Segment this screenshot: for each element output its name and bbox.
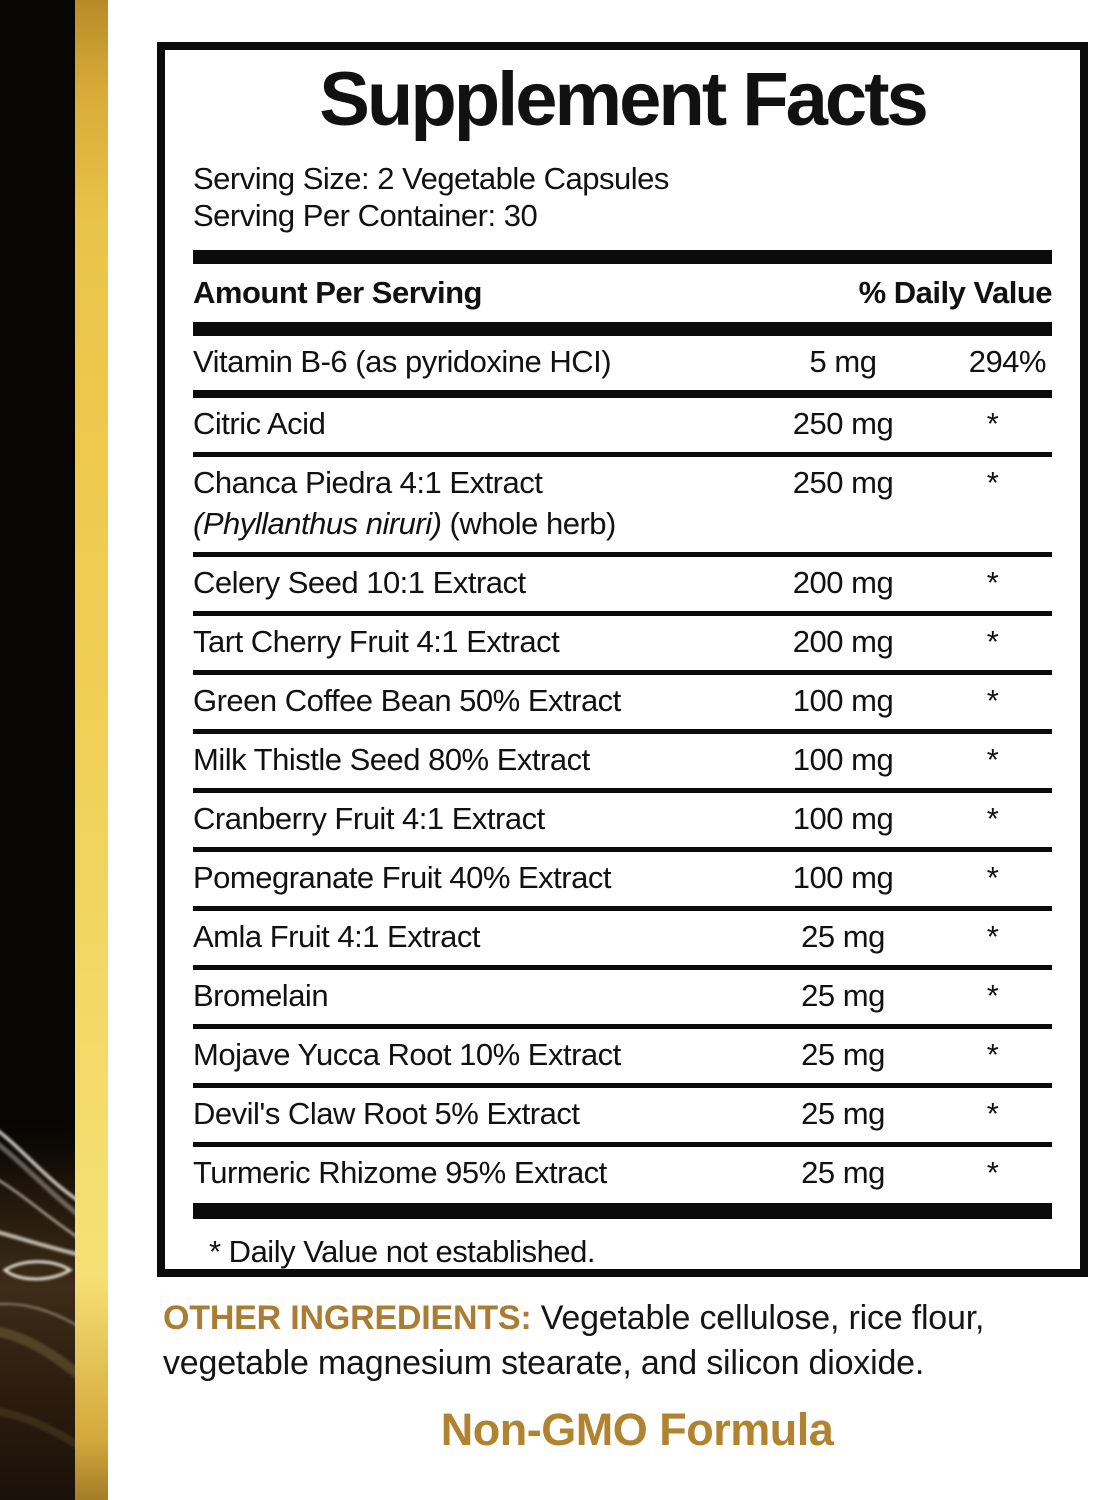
table-row: Green Coffee Bean 50% Extract 100 mg * bbox=[193, 675, 1052, 729]
gold-strip bbox=[75, 0, 108, 1500]
ingredient-name: Vitamin B-6 (as pyridoxine HCI) bbox=[193, 344, 612, 380]
ingredient-daily-value: * bbox=[986, 683, 999, 719]
row-separator bbox=[193, 729, 1052, 735]
panel-title: Supplement Facts bbox=[319, 57, 929, 142]
ingredient-amount: 200 mg bbox=[792, 565, 894, 601]
thick-rule-top bbox=[193, 250, 1052, 265]
table-row: Vitamin B-6 (as pyridoxine HCI) 5 mg 294% bbox=[193, 336, 1052, 390]
row-separator bbox=[193, 788, 1052, 794]
serving-info: Serving Size: 2 Vegetable Capsules Servi… bbox=[193, 160, 1052, 234]
ingredient-daily-value: * bbox=[986, 860, 999, 896]
ingredient-name: Mojave Yucca Root 10% Extract bbox=[193, 1037, 621, 1073]
thick-rule-header bbox=[193, 322, 1052, 337]
table-row: Pomegranate Fruit 40% Extract 100 mg * bbox=[193, 852, 1052, 906]
non-gmo-formula: Non-GMO Formula bbox=[440, 1404, 834, 1455]
table-row: Amla Fruit 4:1 Extract 25 mg * bbox=[193, 911, 1052, 965]
other-ingredients-label: OTHER INGREDIENTS: bbox=[163, 1299, 541, 1337]
row-separator bbox=[193, 611, 1052, 617]
ingredient-name: Cranberry Fruit 4:1 Extract bbox=[193, 801, 545, 837]
table-row: Bromelain 25 mg * bbox=[193, 970, 1052, 1024]
ingredient-daily-value: * bbox=[986, 919, 999, 955]
ingredient-daily-value: * bbox=[986, 1096, 999, 1132]
ingredient-name: Turmeric Rhizome 95% Extract bbox=[193, 1155, 607, 1191]
ingredient-amount: 100 mg bbox=[792, 742, 894, 778]
row-separator bbox=[193, 965, 1052, 971]
ingredient-daily-value: * bbox=[986, 624, 999, 660]
thick-rule-bottom bbox=[193, 1203, 1052, 1220]
row-separator bbox=[193, 906, 1052, 912]
daily-value-label: % Daily Value bbox=[858, 275, 1053, 311]
ingredient-amount: 25 mg bbox=[801, 978, 885, 1014]
row-separator bbox=[193, 452, 1052, 458]
table-row: Turmeric Rhizome 95% Extract 25 mg * bbox=[193, 1147, 1052, 1201]
left-black-strip bbox=[0, 0, 75, 1500]
ingredient-amount: 250 mg bbox=[792, 465, 894, 501]
ingredient-daily-value: * bbox=[986, 742, 999, 778]
ingredient-amount: 25 mg bbox=[801, 1155, 885, 1191]
amount-per-serving-label: Amount Per Serving bbox=[193, 275, 483, 311]
ingredient-amount: 200 mg bbox=[792, 624, 894, 660]
ingredient-daily-value: 294% bbox=[968, 344, 1047, 380]
daily-value-footnote: * Daily Value not established. bbox=[209, 1234, 595, 1270]
supplement-facts-panel: Supplement Facts Serving Size: 2 Vegetab… bbox=[157, 42, 1088, 1277]
ingredient-amount: 100 mg bbox=[792, 801, 894, 837]
ingredient-daily-value: * bbox=[986, 465, 999, 501]
ingredient-amount: 100 mg bbox=[792, 860, 894, 896]
ingredient-name: Green Coffee Bean 50% Extract bbox=[193, 683, 621, 719]
table-row: Cranberry Fruit 4:1 Extract 100 mg * bbox=[193, 793, 1052, 847]
ingredient-amount: 25 mg bbox=[801, 1096, 885, 1132]
table-row: Milk Thistle Seed 80% Extract 100 mg * bbox=[193, 734, 1052, 788]
ingredient-daily-value: * bbox=[986, 1155, 999, 1191]
ingredient-daily-value: * bbox=[986, 406, 999, 442]
table-row: Chanca Piedra 4:1 Extract (Phyllanthus ni… bbox=[193, 457, 1052, 552]
ingredient-name: Tart Cherry Fruit 4:1 Extract bbox=[193, 624, 560, 660]
row-separator bbox=[193, 1083, 1052, 1089]
swirl-texture bbox=[0, 1080, 75, 1500]
table-header: Amount Per Serving % Daily Value bbox=[193, 264, 1053, 322]
ingredient-amount: 25 mg bbox=[801, 1037, 885, 1073]
ingredient-subname: (Phyllanthus niruri) (whole herb) bbox=[193, 506, 616, 542]
other-ingredients-text: Vegetable cellulose, rice flour, vegetab… bbox=[163, 1299, 994, 1382]
ingredient-amount: 5 mg bbox=[809, 344, 877, 380]
row-separator bbox=[193, 670, 1052, 676]
ingredient-name: Amla Fruit 4:1 Extract bbox=[193, 919, 481, 955]
row-separator bbox=[193, 390, 1052, 399]
serving-size: Serving Size: 2 Vegetable Capsules bbox=[193, 160, 669, 196]
table-row: Tart Cherry Fruit 4:1 Extract 200 mg * bbox=[193, 616, 1052, 670]
ingredient-name: Citric Acid bbox=[193, 406, 326, 442]
ingredient-name: Milk Thistle Seed 80% Extract bbox=[193, 742, 590, 778]
table-row: Mojave Yucca Root 10% Extract 25 mg * bbox=[193, 1029, 1052, 1083]
ingredient-daily-value: * bbox=[986, 801, 999, 837]
ingredient-amount: 250 mg bbox=[792, 406, 894, 442]
ingredient-name: Bromelain bbox=[193, 978, 329, 1014]
other-ingredients: OTHER INGREDIENTS: Vegetable cellulose, … bbox=[163, 1296, 1098, 1386]
ingredient-daily-value: * bbox=[986, 978, 999, 1014]
table-row: Celery Seed 10:1 Extract 200 mg * bbox=[193, 557, 1052, 611]
ingredient-name: Chanca Piedra 4:1 Extract (Phyllanthus ni… bbox=[193, 465, 753, 542]
ingredient-name: Celery Seed 10:1 Extract bbox=[193, 565, 526, 601]
ingredient-name: Pomegranate Fruit 40% Extract bbox=[193, 860, 611, 896]
row-separator bbox=[193, 847, 1052, 853]
swirl-graphic bbox=[0, 1110, 75, 1500]
ingredient-daily-value: * bbox=[986, 1037, 999, 1073]
row-separator bbox=[193, 1142, 1052, 1148]
serving-per-container: Serving Per Container: 30 bbox=[193, 197, 538, 233]
table-row: Citric Acid 250 mg * bbox=[193, 398, 1052, 452]
ingredient-name: Devil's Claw Root 5% Extract bbox=[193, 1096, 580, 1132]
table-row: Devil's Claw Root 5% Extract 25 mg * bbox=[193, 1088, 1052, 1142]
ingredient-daily-value: * bbox=[986, 565, 999, 601]
ingredient-amount: 100 mg bbox=[792, 683, 894, 719]
facts-table-rows: Vitamin B-6 (as pyridoxine HCI) 5 mg 294% C… bbox=[193, 336, 1052, 1201]
row-separator bbox=[193, 552, 1052, 558]
row-separator bbox=[193, 1024, 1052, 1030]
ingredient-amount: 25 mg bbox=[801, 919, 885, 955]
